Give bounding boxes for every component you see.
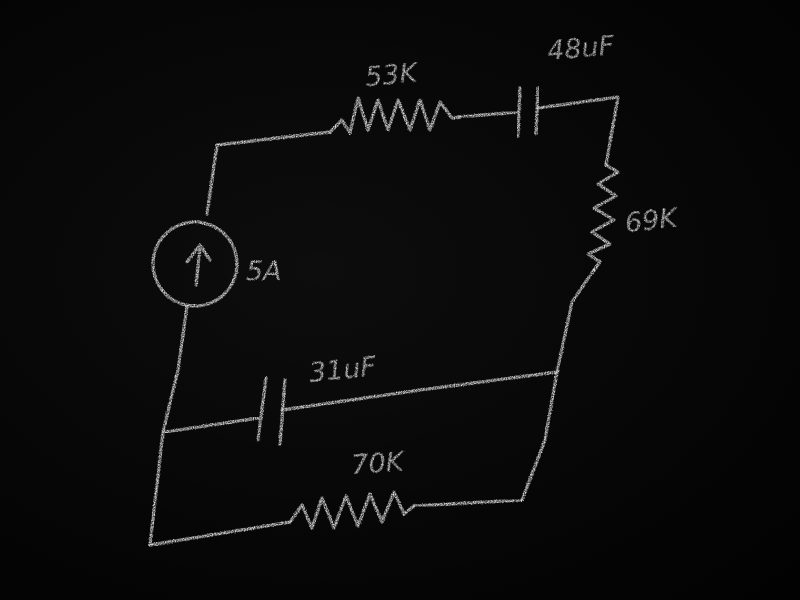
label-current-source: 5A [246, 256, 282, 287]
wire-middle-right [280, 370, 559, 412]
wire-bottom-left [148, 520, 292, 547]
resistor-bottom [288, 490, 416, 530]
current-source-circle [151, 220, 239, 308]
wire-middle-left [163, 416, 260, 434]
label-capacitor-middle: 31uF [307, 351, 377, 389]
capacitor-top [516, 86, 540, 138]
capacitor-middle [256, 376, 287, 446]
label-resistor-bottom: 70K [350, 446, 406, 481]
arrow-up-icon [185, 243, 212, 287]
label-capacitor-top: 48uF [546, 30, 616, 67]
resistor-top [328, 96, 462, 135]
wire-top-right [536, 95, 620, 167]
resistor-right [586, 163, 620, 272]
label-resistor-right: 69K [623, 202, 680, 239]
wire-right-lower [520, 268, 596, 502]
label-resistor-top: 53K [364, 57, 421, 93]
wire-top-middle [458, 110, 520, 119]
wire-left-bottom [148, 304, 189, 547]
wire-bottom-right [412, 498, 524, 508]
wire-left-top [205, 130, 332, 216]
